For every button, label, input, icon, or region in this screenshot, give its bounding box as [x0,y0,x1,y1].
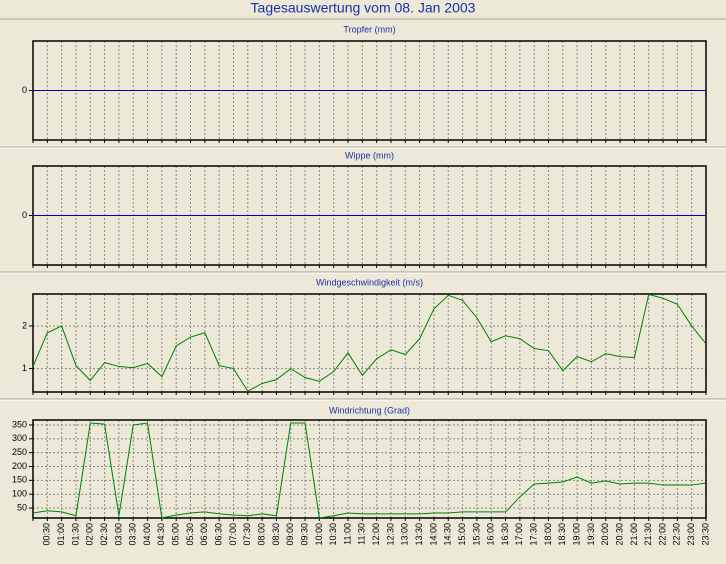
x-tick-label: 17:00 [514,523,524,546]
y-tick-label: 0 [22,85,27,95]
x-tick-label: 10:00 [314,523,324,546]
page-title: Tagesauswertung vom 08. Jan 2003 [251,0,476,16]
y-tick-label: 100 [12,489,27,499]
y-tick-label: 350 [12,419,27,429]
x-tick-label: 16:00 [486,523,496,546]
x-tick-label: 03:30 [128,523,138,546]
x-tick-label: 13:30 [414,523,424,546]
x-tick-label: 19:00 [572,523,582,546]
x-tick-label: 01:30 [70,523,80,546]
x-tick-label: 11:00 [342,523,352,545]
x-tick-label: 16:30 [500,523,510,546]
x-tick-label: 06:00 [199,523,209,546]
x-tick-label: 15:30 [471,523,481,546]
x-tick-label: 22:30 [672,523,682,546]
y-tick-label: 50 [17,502,27,512]
y-tick-label: 250 [12,447,27,457]
x-tick-label: 02:00 [85,523,95,546]
x-tick-label: 22:00 [657,523,667,546]
x-tick-label: 19:30 [586,523,596,546]
plot-frame [32,419,707,519]
x-tick-label: 20:30 [614,523,624,546]
x-tick-label: 12:30 [385,523,395,546]
x-tick-label: 15:00 [457,523,467,546]
panel-title: Windrichtung (Grad) [329,405,410,415]
panel-title: Tropfer (mm) [343,24,395,34]
y-tick-label: 200 [12,461,27,471]
x-tick-label: 23:30 [700,523,710,546]
panel-title: Wippe (mm) [345,150,394,160]
x-tick-label: 00:30 [42,523,52,546]
x-tick-label: 20:00 [600,523,610,546]
x-tick-label: 04:00 [142,523,152,546]
x-tick-label: 12:00 [371,523,381,546]
x-tick-label: 14:30 [443,523,453,546]
x-tick-label: 09:30 [299,523,309,546]
x-tick-label: 11:30 [357,523,367,545]
data-line [32,422,707,519]
data-line [32,293,707,392]
x-tick-label: 05:30 [185,523,195,546]
x-tick-label: 21:30 [643,523,653,546]
y-tick-label: 0 [22,210,27,220]
x-tick-label: 07:30 [242,523,252,546]
x-tick-label: 10:30 [328,523,338,546]
x-tick-label: 08:30 [271,523,281,546]
x-tick-label: 05:00 [171,523,181,546]
x-tick-label: 13:00 [400,523,410,546]
x-tick-label: 18:00 [543,523,553,546]
plot-frame [32,293,707,393]
x-tick-label: 08:00 [256,523,266,546]
panel-title: Windgeschwindigkeit (m/s) [316,277,423,287]
x-tick-label: 07:00 [228,523,238,546]
y-tick-label: 300 [12,433,27,443]
x-tick-label: 23:00 [686,523,696,546]
x-tick-label: 04:30 [156,523,166,546]
x-tick-label: 09:00 [285,523,295,546]
x-tick-label: 03:00 [113,523,123,546]
x-tick-label: 02:30 [99,523,109,546]
x-tick-label: 21:00 [629,523,639,546]
x-tick-label: 14:00 [428,523,438,546]
x-tick-label: 06:30 [214,523,224,546]
y-tick-label: 1 [22,363,27,373]
x-tick-label: 18:30 [557,523,567,546]
y-tick-label: 2 [22,320,27,330]
y-tick-label: 150 [12,475,27,485]
x-tick-label: 01:00 [56,523,66,546]
x-tick-label: 17:30 [529,523,539,546]
